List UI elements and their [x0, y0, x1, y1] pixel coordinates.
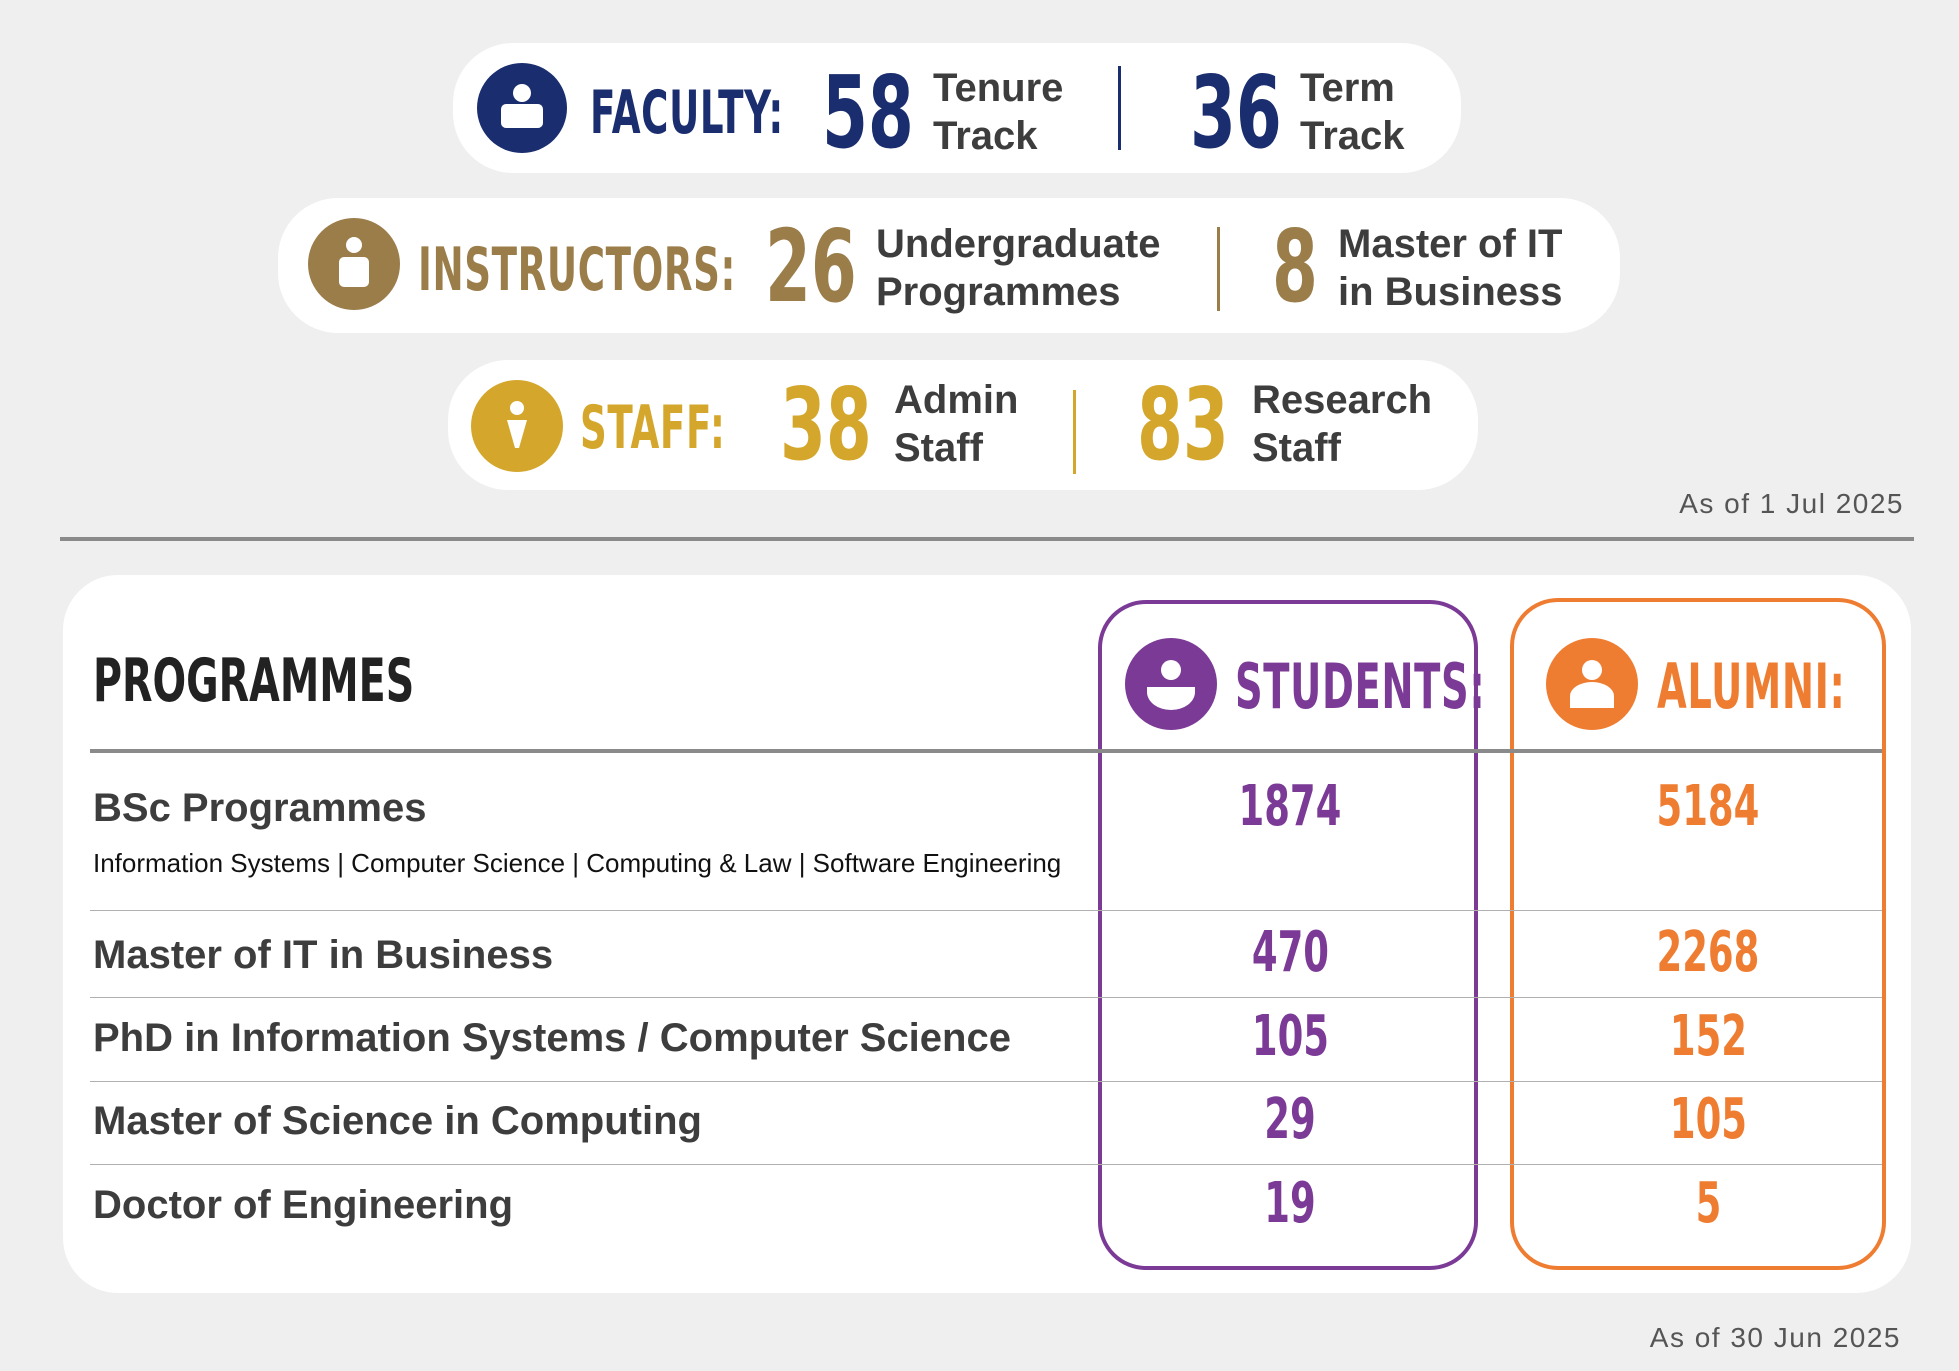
- alumni-column: [1510, 598, 1886, 1270]
- divider: [1118, 66, 1121, 150]
- divider: [1073, 390, 1076, 474]
- instructors-pill: [278, 198, 1620, 333]
- faculty-pill: [453, 43, 1461, 173]
- students-label: STUDENTS:: [1235, 650, 1486, 723]
- divider: [60, 537, 1914, 541]
- staff-admin-label: Admin Staff: [894, 378, 1019, 470]
- faculty-tenure-value: 58: [822, 54, 914, 171]
- alumni-count: 105: [1669, 1087, 1747, 1152]
- instructors-mitb-value: 8: [1272, 208, 1318, 325]
- programme-name: BSc Programmes: [93, 786, 427, 830]
- instructors-mitb-label: Master of IT in Business: [1338, 222, 1563, 314]
- students-count: 470: [1251, 920, 1329, 985]
- faculty-term-value: 36: [1190, 54, 1282, 171]
- divider: [1217, 227, 1220, 311]
- faculty-term-label: Term Track: [1300, 66, 1405, 158]
- staff-admin-value: 38: [780, 366, 872, 483]
- students-count: 19: [1264, 1171, 1316, 1236]
- programmes-title: PROGRAMMES: [93, 646, 415, 716]
- students-count: 29: [1264, 1087, 1316, 1152]
- instructors-label: INSTRUCTORS:: [418, 235, 737, 305]
- divider: [90, 749, 1882, 753]
- person-icon: [471, 380, 563, 472]
- as-of-date: As of 1 Jul 2025: [1679, 488, 1904, 519]
- programme-name: PhD in Information Systems / Computer Sc…: [93, 1016, 1011, 1060]
- faculty-label: FACULTY:: [590, 78, 784, 148]
- staff-pill: [448, 360, 1478, 490]
- alumni-count: 5: [1695, 1171, 1721, 1236]
- divider: [90, 1081, 1882, 1082]
- divider: [90, 1164, 1882, 1165]
- person-icon: [1546, 638, 1638, 730]
- staff-label: STAFF:: [580, 393, 726, 463]
- students-count: 105: [1251, 1004, 1329, 1069]
- faculty-tenure-label: Tenure Track: [933, 66, 1064, 158]
- programme-name: Master of Science in Computing: [93, 1099, 702, 1143]
- programme-name: Doctor of Engineering: [93, 1183, 513, 1227]
- divider: [90, 910, 1882, 911]
- students-count: 1874: [1238, 774, 1342, 839]
- staff-research-value: 83: [1137, 366, 1229, 483]
- alumni-label: ALUMNI:: [1657, 650, 1846, 723]
- instructors-undergrad-value: 26: [765, 208, 857, 325]
- alumni-count: 152: [1669, 1004, 1747, 1069]
- person-icon: [308, 218, 400, 310]
- staff-research-label: Research Staff: [1252, 378, 1433, 470]
- alumni-count: 5184: [1656, 774, 1760, 839]
- programme-subtitle: Information Systems | Computer Science |…: [93, 848, 1062, 878]
- as-of-date: As of 30 Jun 2025: [1649, 1322, 1901, 1353]
- programme-name: Master of IT in Business: [93, 933, 554, 977]
- students-column: [1098, 600, 1478, 1270]
- person-icon: [1125, 638, 1217, 730]
- person-icon: [477, 63, 567, 153]
- instructors-undergrad-label: Undergraduate Programmes: [876, 222, 1161, 314]
- divider: [90, 997, 1882, 998]
- alumni-count: 2268: [1656, 920, 1760, 985]
